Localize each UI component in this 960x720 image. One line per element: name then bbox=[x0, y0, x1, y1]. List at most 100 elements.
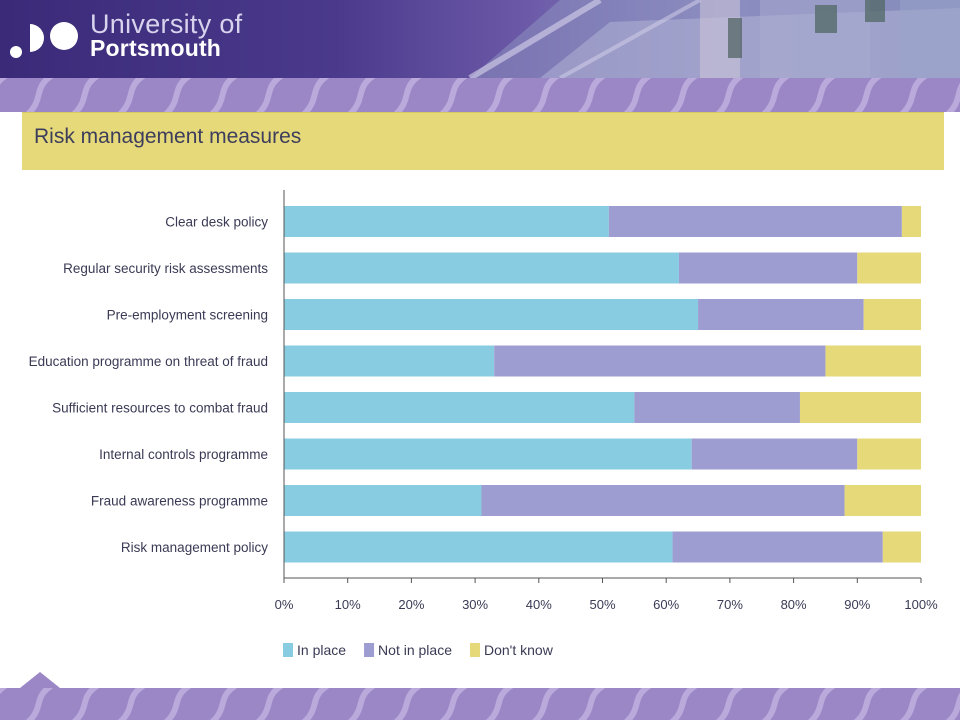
wave-stroke bbox=[393, 78, 422, 112]
bar-not-in-place-0 bbox=[608, 206, 902, 237]
decorative-wave-bottom bbox=[0, 688, 960, 720]
x-tick-label: 30% bbox=[462, 597, 488, 612]
wave-stroke bbox=[853, 688, 882, 720]
wave-stroke bbox=[623, 78, 652, 112]
wave-stroke bbox=[347, 688, 376, 720]
legend-label: Don't know bbox=[484, 642, 554, 658]
legend-label: In place bbox=[297, 642, 346, 658]
bar-don-t-know-1 bbox=[857, 252, 921, 284]
category-label: Sufficient resources to combat fraud bbox=[52, 401, 268, 416]
x-tick-label: 100% bbox=[904, 597, 938, 612]
bar-not-in-place-5 bbox=[691, 438, 858, 470]
bar-not-in-place-7 bbox=[672, 531, 883, 563]
wave-stroke bbox=[715, 688, 744, 720]
wave-stroke bbox=[209, 78, 238, 112]
wave-stroke bbox=[117, 78, 146, 112]
bar-don-t-know-0 bbox=[901, 206, 921, 237]
x-tick-label: 70% bbox=[717, 597, 743, 612]
wave-stroke bbox=[669, 78, 698, 112]
bar-don-t-know-7 bbox=[882, 531, 921, 563]
legend-swatch bbox=[469, 643, 480, 657]
wave-stroke bbox=[25, 78, 54, 112]
bar-don-t-know-6 bbox=[844, 485, 921, 516]
wave-stroke bbox=[209, 688, 238, 720]
wave-stroke bbox=[807, 688, 836, 720]
x-tick-label: 90% bbox=[844, 597, 870, 612]
wave-stroke bbox=[485, 688, 514, 720]
wave-stroke bbox=[669, 688, 698, 720]
wave-stroke bbox=[715, 78, 744, 112]
bar-in-place-6 bbox=[284, 485, 482, 516]
brand-line-2: Portsmouth bbox=[90, 35, 222, 61]
bar-in-place-7 bbox=[284, 531, 673, 563]
wave-stroke bbox=[853, 78, 882, 112]
category-label: Education programme on threat of fraud bbox=[29, 354, 268, 369]
bar-not-in-place-4 bbox=[634, 392, 800, 423]
wave-stroke bbox=[393, 688, 422, 720]
wave-stroke bbox=[163, 78, 192, 112]
title-band: Risk management measures bbox=[22, 112, 944, 170]
wave-stroke bbox=[761, 688, 790, 720]
category-label: Clear desk policy bbox=[165, 215, 268, 230]
wave-stroke bbox=[117, 688, 146, 720]
university-logo-icon bbox=[10, 22, 78, 58]
bar-not-in-place-2 bbox=[698, 299, 864, 330]
x-tick-label: 20% bbox=[398, 597, 424, 612]
wave-stroke bbox=[531, 78, 560, 112]
wave-stroke bbox=[25, 688, 54, 720]
wave-stroke bbox=[577, 78, 606, 112]
legend-swatch bbox=[283, 643, 293, 657]
bar-in-place-2 bbox=[284, 299, 699, 330]
wave-stroke bbox=[71, 78, 100, 112]
legend-label: Not in place bbox=[378, 642, 452, 658]
wave-stroke bbox=[347, 78, 376, 112]
wave-stroke bbox=[255, 78, 284, 112]
category-label: Pre-employment screening bbox=[107, 308, 268, 323]
stacked-bar-chart: Clear desk policy Regular security risk a… bbox=[29, 190, 938, 658]
category-label: Risk management policy bbox=[121, 540, 268, 555]
x-tick-label: 10% bbox=[335, 597, 361, 612]
wave-stroke bbox=[0, 78, 8, 85]
wave-stroke bbox=[899, 78, 928, 112]
bar-in-place-5 bbox=[284, 438, 692, 470]
bar-don-t-know-2 bbox=[863, 299, 921, 330]
bar-not-in-place-1 bbox=[678, 252, 858, 284]
wave-stroke bbox=[439, 688, 468, 720]
bar-don-t-know-4 bbox=[799, 392, 921, 423]
bar-don-t-know-3 bbox=[825, 345, 921, 377]
bar-in-place-0 bbox=[284, 206, 609, 237]
category-label: Fraud awareness programme bbox=[91, 494, 268, 509]
decorative-wave-top bbox=[0, 78, 960, 112]
x-tick-label: 80% bbox=[781, 597, 807, 612]
wave-stroke bbox=[439, 78, 468, 112]
wave-stroke bbox=[807, 78, 836, 112]
wave-stroke bbox=[899, 688, 928, 720]
wave-stroke bbox=[301, 78, 330, 112]
category-label: Regular security risk assessments bbox=[63, 261, 268, 276]
wave-stroke bbox=[0, 688, 8, 695]
wave-stroke bbox=[485, 78, 514, 112]
x-tick-label: 60% bbox=[653, 597, 679, 612]
bar-not-in-place-3 bbox=[494, 345, 826, 377]
brand-line-1: University of bbox=[90, 9, 243, 39]
wave-stroke bbox=[531, 688, 560, 720]
chart-title: Risk management measures bbox=[34, 125, 302, 148]
wave-stroke bbox=[255, 688, 284, 720]
wave-stroke bbox=[577, 688, 606, 720]
wave-stroke bbox=[761, 78, 790, 112]
bar-not-in-place-6 bbox=[481, 485, 845, 516]
wave-stroke bbox=[163, 688, 192, 720]
bar-don-t-know-5 bbox=[857, 438, 921, 470]
category-label: Internal controls programme bbox=[99, 447, 268, 462]
bar-in-place-4 bbox=[284, 392, 635, 423]
wave-stroke bbox=[71, 688, 100, 720]
bar-in-place-3 bbox=[284, 345, 495, 377]
x-tick-label: 0% bbox=[275, 597, 294, 612]
x-tick-label: 40% bbox=[526, 597, 552, 612]
wave-stroke bbox=[301, 688, 330, 720]
decorative-notch bbox=[20, 672, 60, 688]
wave-stroke bbox=[623, 688, 652, 720]
building-photo bbox=[468, 0, 960, 78]
wave-stroke bbox=[945, 83, 960, 112]
header-banner: University of Portsmouth bbox=[0, 0, 960, 78]
